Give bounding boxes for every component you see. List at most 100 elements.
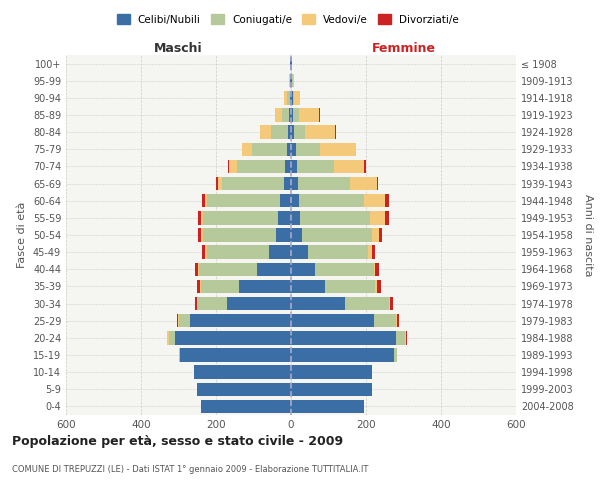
Bar [179, 348, 181, 362]
Bar [260, 126, 271, 139]
Bar [334, 160, 364, 173]
Bar [291, 331, 396, 344]
Bar [389, 297, 391, 310]
Bar [346, 297, 389, 310]
Bar [291, 246, 308, 259]
Bar [291, 194, 299, 207]
Bar [216, 177, 218, 190]
Bar [394, 348, 397, 362]
Bar [355, 142, 356, 156]
Bar [194, 297, 197, 310]
Bar [275, 108, 281, 122]
Bar [291, 91, 293, 104]
Bar [276, 228, 291, 241]
Bar [316, 262, 373, 276]
Bar [181, 348, 291, 362]
Bar [385, 194, 389, 207]
Bar [179, 314, 190, 328]
Bar [299, 108, 319, 122]
Bar [197, 280, 200, 293]
Bar [242, 142, 251, 156]
Bar [296, 142, 320, 156]
Bar [368, 246, 371, 259]
Bar [308, 246, 368, 259]
Bar [176, 314, 178, 328]
Bar [218, 177, 221, 190]
Bar [305, 126, 335, 139]
Bar [335, 126, 336, 139]
Bar [320, 142, 355, 156]
Bar [241, 142, 242, 156]
Bar [291, 314, 373, 328]
Text: COMUNE DI TREPUZZI (LE) - Dati ISTAT 1° gennaio 2009 - Elaborazione TUTTITALIA.I: COMUNE DI TREPUZZI (LE) - Dati ISTAT 1° … [12, 465, 368, 474]
Bar [281, 108, 289, 122]
Bar [376, 280, 377, 293]
Bar [197, 297, 227, 310]
Bar [205, 246, 206, 259]
Bar [293, 74, 294, 88]
Bar [178, 314, 179, 328]
Bar [298, 177, 350, 190]
Bar [289, 74, 290, 88]
Bar [294, 126, 305, 139]
Bar [301, 211, 370, 224]
Bar [198, 262, 199, 276]
Bar [201, 211, 203, 224]
Bar [198, 211, 201, 224]
Bar [199, 262, 257, 276]
Bar [203, 228, 276, 241]
Bar [291, 228, 302, 241]
Bar [391, 297, 394, 310]
Bar [251, 142, 287, 156]
Bar [371, 228, 379, 241]
Bar [370, 211, 385, 224]
Bar [200, 280, 201, 293]
Bar [202, 194, 205, 207]
Bar [193, 366, 291, 379]
Bar [373, 314, 396, 328]
Bar [319, 108, 320, 122]
Text: Femmine: Femmine [371, 42, 436, 55]
Bar [287, 91, 290, 104]
Bar [291, 126, 294, 139]
Bar [291, 382, 371, 396]
Bar [291, 400, 364, 413]
Bar [291, 366, 371, 379]
Bar [221, 177, 284, 190]
Text: Maschi: Maschi [154, 42, 203, 55]
Bar [291, 348, 394, 362]
Legend: Celibi/Nubili, Coniugati/e, Vedovi/e, Divorziati/e: Celibi/Nubili, Coniugati/e, Vedovi/e, Di… [113, 10, 463, 29]
Bar [199, 228, 201, 241]
Bar [206, 194, 280, 207]
Bar [396, 331, 406, 344]
Bar [229, 160, 236, 173]
Bar [350, 177, 377, 190]
Bar [284, 177, 291, 190]
Bar [397, 314, 399, 328]
Bar [190, 314, 291, 328]
Bar [325, 280, 376, 293]
Bar [269, 246, 291, 259]
Bar [257, 262, 291, 276]
Bar [197, 382, 291, 396]
Bar [289, 108, 291, 122]
Bar [271, 126, 288, 139]
Bar [227, 297, 291, 310]
Bar [280, 194, 291, 207]
Bar [291, 74, 292, 88]
Bar [287, 142, 291, 156]
Bar [291, 262, 316, 276]
Bar [299, 194, 364, 207]
Bar [379, 228, 382, 241]
Bar [203, 211, 278, 224]
Bar [295, 91, 300, 104]
Bar [201, 400, 291, 413]
Bar [205, 194, 206, 207]
Bar [291, 142, 296, 156]
Bar [278, 211, 291, 224]
Bar [167, 331, 169, 344]
Bar [291, 211, 301, 224]
Bar [291, 280, 325, 293]
Bar [291, 57, 292, 70]
Bar [291, 177, 298, 190]
